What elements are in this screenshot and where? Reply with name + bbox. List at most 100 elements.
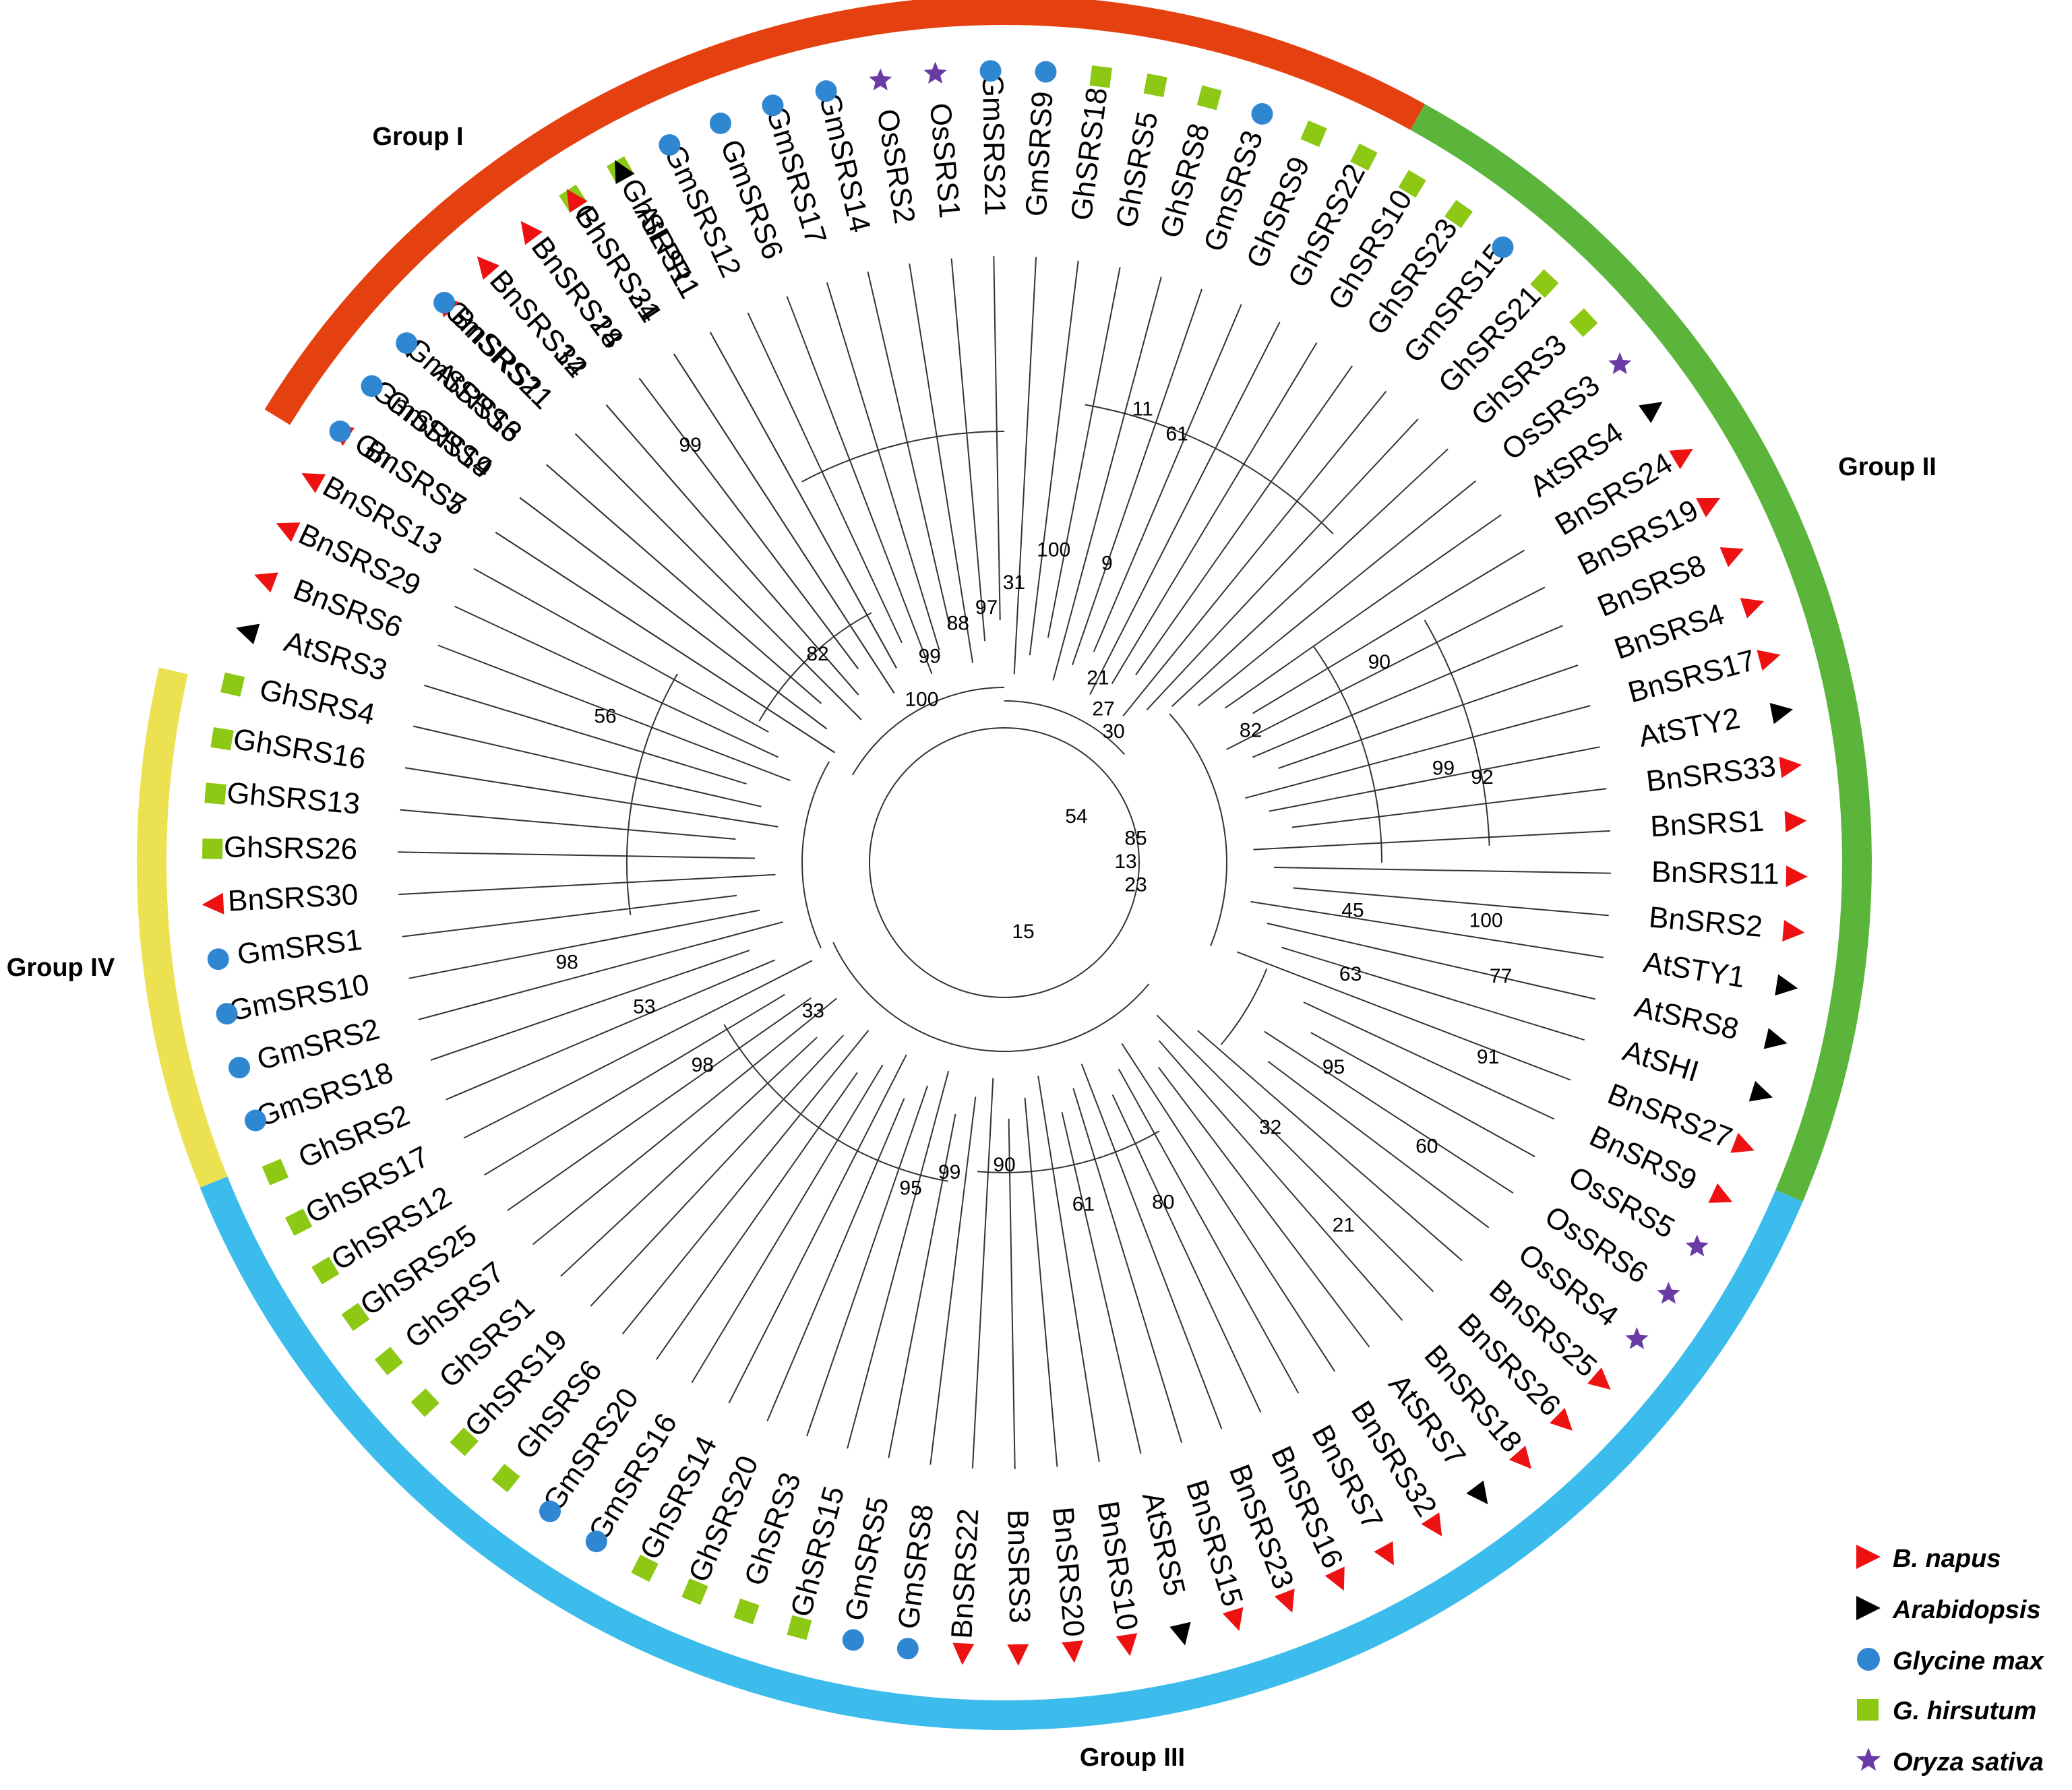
branch bbox=[400, 809, 736, 840]
leaf-label: AtSRS8 bbox=[1632, 990, 1742, 1046]
clade-arc bbox=[1220, 968, 1268, 1045]
legend-label: B. napus bbox=[1893, 1545, 2001, 1573]
leaf-label: BnSRS20 bbox=[1046, 1506, 1091, 1638]
triangle-icon bbox=[236, 623, 260, 645]
bootstrap-value: 45 bbox=[1341, 900, 1364, 922]
legend: B. napus Arabidopsis Glycine max G. hirs… bbox=[1856, 1545, 2045, 1777]
group-arc bbox=[136, 667, 228, 1188]
triangle-icon bbox=[1757, 650, 1781, 671]
branch bbox=[728, 1054, 907, 1404]
triangle-icon bbox=[1169, 1622, 1191, 1646]
bootstrap-value: 99 bbox=[679, 434, 702, 456]
branch bbox=[766, 1098, 905, 1421]
branch bbox=[1267, 1061, 1490, 1229]
star-icon bbox=[869, 68, 892, 90]
branch bbox=[519, 497, 828, 730]
circle-icon bbox=[1251, 103, 1273, 125]
branch bbox=[1093, 304, 1242, 652]
branch bbox=[1158, 1040, 1403, 1321]
branch bbox=[483, 993, 785, 1176]
leaf-label: AtSRS5 bbox=[1136, 1489, 1192, 1599]
tree-branches bbox=[398, 256, 1611, 1469]
square-icon bbox=[410, 1388, 439, 1417]
bootstrap-value: 56 bbox=[594, 705, 616, 727]
leaf-label: AtSTY1 bbox=[1641, 946, 1747, 994]
group-label: Group III bbox=[1080, 1743, 1185, 1772]
triangle-icon bbox=[1786, 865, 1808, 888]
square-icon bbox=[202, 838, 223, 859]
group-label: Group II bbox=[1838, 453, 1937, 481]
triangle-icon bbox=[1748, 1080, 1773, 1102]
branch bbox=[574, 433, 862, 720]
bootstrap-value: 9 bbox=[1101, 552, 1113, 574]
leaf-label: BnSRS10 bbox=[1091, 1499, 1145, 1633]
branch bbox=[691, 1064, 884, 1384]
leaf-label: GhSRS13 bbox=[225, 776, 361, 821]
branch bbox=[1237, 951, 1571, 1081]
branch bbox=[590, 1035, 845, 1307]
triangle-icon bbox=[1274, 1588, 1295, 1613]
square-icon bbox=[262, 1159, 289, 1185]
triangle-icon bbox=[1421, 1512, 1442, 1537]
branch bbox=[1253, 830, 1610, 851]
branch bbox=[605, 404, 859, 696]
branch bbox=[909, 263, 974, 663]
branch bbox=[1121, 1043, 1336, 1372]
leaf-label: AtSTY2 bbox=[1636, 702, 1742, 753]
circle-icon bbox=[1492, 236, 1514, 258]
branch bbox=[1080, 1063, 1223, 1429]
legend-item-arabidopsis: Arabidopsis bbox=[1856, 1596, 2041, 1624]
square-icon bbox=[1196, 85, 1222, 111]
clade-arc bbox=[1312, 646, 1382, 863]
triangle-icon bbox=[1696, 497, 1721, 518]
bootstrap-value: 21 bbox=[1087, 667, 1109, 689]
clade-arc bbox=[832, 942, 1150, 1053]
leaf-label: GmSRS1 bbox=[235, 923, 363, 971]
bootstrap-value: 60 bbox=[1415, 1136, 1438, 1158]
circle-icon bbox=[216, 1003, 238, 1025]
branch bbox=[1197, 1030, 1463, 1262]
bootstrap-value: 92 bbox=[1471, 766, 1493, 789]
square-icon bbox=[491, 1464, 520, 1493]
bootstrap-value: 30 bbox=[1102, 720, 1124, 743]
branch bbox=[1157, 1066, 1370, 1348]
triangle-icon bbox=[1587, 1367, 1611, 1390]
leaf-label: GhSRS4 bbox=[257, 673, 378, 731]
branch bbox=[1061, 1112, 1142, 1454]
bootstrap-value: 63 bbox=[1339, 963, 1362, 985]
group-arc bbox=[264, 0, 1425, 425]
star-icon bbox=[923, 61, 947, 84]
clade-arc bbox=[801, 761, 830, 949]
bootstrap-value: 82 bbox=[806, 643, 828, 665]
group-label: Group IV bbox=[7, 954, 115, 982]
branch bbox=[1273, 867, 1611, 874]
legend-label: Glycine max bbox=[1893, 1647, 2045, 1675]
branch bbox=[673, 353, 895, 693]
bootstrap-value: 97 bbox=[975, 596, 998, 619]
circle-icon bbox=[329, 421, 351, 442]
triangle-icon bbox=[1740, 598, 1765, 619]
bootstrap-value: 88 bbox=[947, 613, 969, 635]
triangle-icon bbox=[1466, 1480, 1488, 1504]
branch bbox=[408, 909, 760, 979]
bootstrap-value: 91 bbox=[1477, 1046, 1499, 1068]
branch bbox=[1245, 705, 1591, 799]
clade-arc bbox=[758, 612, 872, 722]
branch bbox=[1146, 419, 1419, 710]
leaf-label: GhSRS18 bbox=[1065, 86, 1114, 222]
branch bbox=[1118, 1068, 1300, 1394]
triangle-icon bbox=[301, 473, 326, 493]
branch bbox=[1071, 288, 1202, 666]
square-icon bbox=[681, 1578, 708, 1605]
square-icon bbox=[1569, 308, 1598, 337]
branch bbox=[1111, 1094, 1262, 1413]
bootstrap-value: 99 bbox=[938, 1161, 961, 1183]
triangle-icon bbox=[1222, 1607, 1244, 1631]
branch bbox=[950, 258, 986, 642]
legend-label: Arabidopsis bbox=[1892, 1596, 2041, 1624]
group-arc bbox=[1410, 104, 1872, 1202]
leaf-label: GmSRS8 bbox=[892, 1502, 940, 1630]
square-icon bbox=[1398, 170, 1426, 198]
branch bbox=[424, 684, 747, 785]
